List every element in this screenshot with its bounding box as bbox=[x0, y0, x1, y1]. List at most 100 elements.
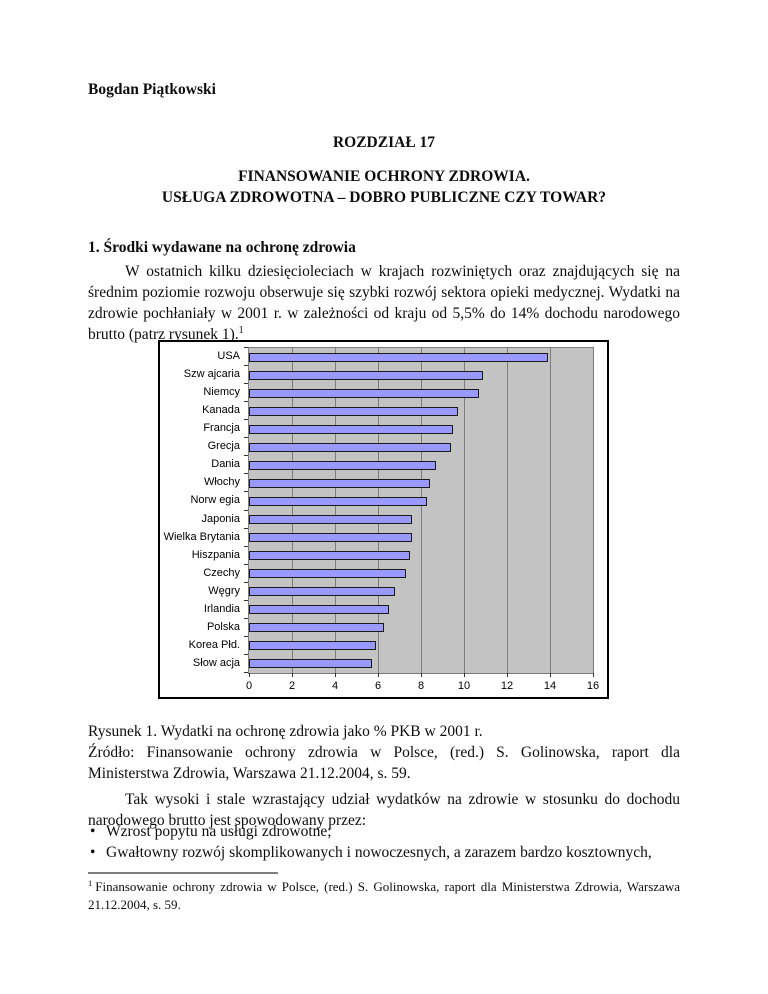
category-axis-tick bbox=[244, 347, 248, 348]
footnote: 1 Finansowanie ochrony zdrowia w Polsce, … bbox=[88, 878, 680, 914]
axis-tick-label: 12 bbox=[500, 680, 514, 692]
paragraph-intro: W ostatnich kilku dziesięcioleciach w kr… bbox=[88, 261, 680, 345]
bullet-list: • Wzrost popytu na usługi zdrowotne; • G… bbox=[88, 821, 680, 863]
list-item: • Wzrost popytu na usługi zdrowotne; bbox=[88, 821, 680, 842]
axis-tick bbox=[335, 673, 336, 677]
list-item: • Gwałtowny rozwój skomplikowanych i now… bbox=[88, 842, 680, 863]
category-label: Hiszpania bbox=[191, 548, 240, 561]
category-label: Francja bbox=[203, 422, 240, 435]
category-label: Węgry bbox=[208, 584, 240, 597]
axis-tick bbox=[550, 673, 551, 677]
category-axis-tick bbox=[244, 365, 248, 367]
axis-tick bbox=[292, 673, 293, 677]
chart-bar bbox=[249, 587, 396, 597]
axis-tick-label: 6 bbox=[374, 680, 382, 692]
chart-bar bbox=[249, 623, 385, 633]
section-heading: 1. Środki wydawane na ochronę zdrowia bbox=[88, 239, 356, 256]
category-axis-tick bbox=[244, 509, 248, 511]
category-axis-tick bbox=[244, 599, 248, 601]
list-item-text: Gwałtowny rozwój skomplikowanych i nowoc… bbox=[106, 844, 652, 861]
gridline bbox=[550, 348, 551, 673]
category-axis-tick bbox=[244, 473, 248, 475]
footnote-reference-mark: 1 bbox=[238, 324, 244, 336]
category-label: Norw egia bbox=[190, 494, 240, 507]
axis-tick-label: 14 bbox=[543, 680, 557, 692]
category-label: Kanada bbox=[202, 404, 240, 417]
chart-bar bbox=[249, 352, 548, 362]
axis-tick-label: 16 bbox=[586, 680, 600, 692]
bullet-marker: • bbox=[90, 844, 96, 861]
category-label: Dania bbox=[211, 458, 240, 471]
chapter-heading: ROZDZIAŁ 17 bbox=[332, 134, 436, 151]
axis-tick-label: 8 bbox=[417, 680, 425, 692]
chart-bar bbox=[249, 442, 452, 452]
chart-bar bbox=[249, 496, 428, 506]
category-axis-tick bbox=[244, 581, 248, 583]
category-axis-tick bbox=[244, 383, 248, 385]
gridline bbox=[421, 348, 422, 673]
category-axis-tick bbox=[244, 455, 248, 457]
category-label: Irlandia bbox=[203, 602, 240, 615]
footnote-number: 1 bbox=[88, 877, 93, 888]
figure-source: Źródło: Finansowanie ochrony zdrowia w P… bbox=[88, 744, 680, 782]
paper-title: FINANSOWANIE OCHRONY ZDROWIA. USŁUGA ZDR… bbox=[0, 167, 768, 208]
category-axis-tick bbox=[244, 491, 248, 493]
axis-tick bbox=[378, 673, 379, 677]
category-axis: USA Szw ajcaria Niemcy Kanada Francja Grecja D… bbox=[160, 347, 244, 674]
category-axis-tick bbox=[244, 672, 248, 673]
gridline bbox=[464, 348, 465, 673]
chart-bar bbox=[249, 569, 406, 579]
chart-bar bbox=[249, 424, 454, 434]
category-axis-tick bbox=[244, 419, 248, 421]
gridline bbox=[292, 348, 293, 673]
chart-bar bbox=[249, 478, 430, 488]
category-label: USA bbox=[217, 350, 240, 362]
category-label: Japonia bbox=[201, 512, 240, 525]
gridline bbox=[507, 348, 508, 673]
category-axis-tick bbox=[244, 563, 248, 565]
plot-area bbox=[248, 347, 594, 674]
category-label: Grecja bbox=[207, 440, 240, 453]
axis-tick-label: 10 bbox=[457, 680, 471, 692]
category-axis-tick bbox=[244, 617, 248, 619]
chart-bar bbox=[249, 515, 413, 525]
category-axis-tick bbox=[244, 653, 248, 655]
axis-tick-label: 4 bbox=[331, 680, 339, 692]
list-item-text: Wzrost popytu na usługi zdrowotne; bbox=[106, 823, 332, 840]
chart-bar bbox=[249, 605, 389, 615]
chart-bar bbox=[249, 370, 484, 380]
chart-bar bbox=[249, 406, 458, 416]
category-axis-tick bbox=[244, 437, 248, 439]
chart-bar bbox=[249, 460, 437, 470]
author-name: Bogdan Piątkowski bbox=[88, 81, 216, 98]
bullet-marker: • bbox=[90, 823, 96, 840]
chart-bar bbox=[249, 641, 376, 651]
gridline bbox=[378, 348, 379, 673]
axis-tick bbox=[464, 673, 465, 677]
category-axis-tick bbox=[244, 545, 248, 547]
figure-caption: Rysunek 1. Wydatki na ochronę zdrowia ja… bbox=[88, 723, 483, 740]
paragraph-causes: Tak wysoki i stale wzrastający udział wy… bbox=[88, 791, 680, 829]
category-label: Słow acja bbox=[192, 656, 240, 669]
category-axis-tick bbox=[244, 635, 248, 637]
category-axis-tick bbox=[244, 401, 248, 403]
paper-title-line2: USŁUGA ZDROWOTNA – DOBRO PUBLICZNE CZY T… bbox=[161, 188, 607, 206]
category-label: Korea Płd. bbox=[188, 638, 240, 651]
gridline bbox=[335, 348, 336, 673]
paragraph-intro-text: W ostatnich kilku dziesięcioleciach w kr… bbox=[88, 263, 680, 343]
category-label: Czechy bbox=[203, 566, 240, 579]
footnote-text: Finansowanie ochrony zdrowia w Polsce, (… bbox=[88, 879, 680, 912]
category-label: Włochy bbox=[203, 476, 240, 489]
category-axis-tick bbox=[244, 527, 248, 529]
figure-chart: USA Szw ajcaria Niemcy Kanada Francja Grecja D… bbox=[158, 340, 609, 699]
figure-block: Rysunek 1. Wydatki na ochronę zdrowia ja… bbox=[88, 721, 680, 784]
axis-tick bbox=[593, 673, 594, 677]
paper-title-line1: FINANSOWANIE OCHRONY ZDROWIA. bbox=[238, 168, 530, 185]
value-axis: 0 2 4 6 8 10 12 14 16 bbox=[246, 673, 599, 695]
axis-tick bbox=[249, 673, 250, 677]
category-label: Polska bbox=[206, 620, 240, 633]
footnote-separator bbox=[88, 872, 278, 874]
chart-bar bbox=[249, 388, 480, 398]
chart-bar bbox=[249, 659, 372, 669]
